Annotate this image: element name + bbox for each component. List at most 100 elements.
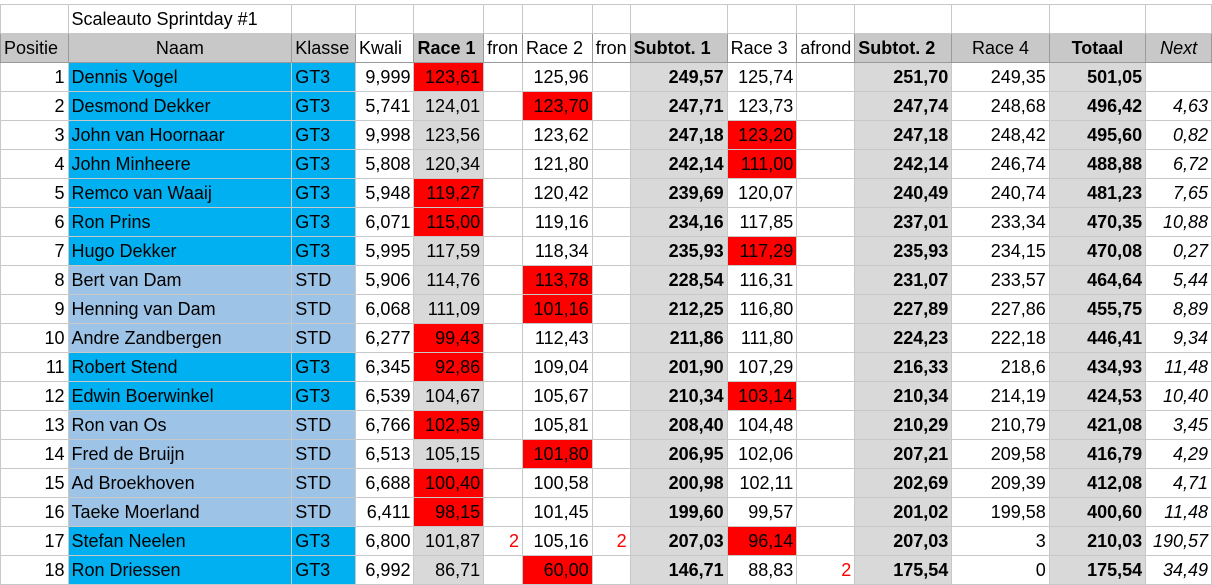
header-naam[interactable]: Naam (67, 33, 293, 63)
cell-subtot-1[interactable]: 211,86 (629, 323, 728, 353)
cell-positie[interactable]: 13 (0, 410, 69, 440)
cell-kwali[interactable]: 6,539 (354, 381, 415, 411)
cell-race-4[interactable]: 218,6 (951, 352, 1050, 382)
cell-race-4[interactable]: 227,86 (951, 294, 1050, 324)
cell-afronding-2[interactable] (591, 555, 631, 585)
cell-positie[interactable]: 3 (0, 120, 69, 150)
cell-subtot-2[interactable]: 227,89 (854, 294, 953, 324)
cell-next[interactable]: 4,63 (1145, 91, 1212, 121)
cell-race-1[interactable]: 123,56 (413, 120, 485, 150)
cell-positie[interactable]: 10 (0, 323, 69, 353)
cell-race-1[interactable]: 92,86 (413, 352, 485, 382)
cell-race-2[interactable]: 101,16 (522, 294, 593, 324)
cell-afronding-3[interactable] (796, 410, 856, 440)
header-totaal[interactable]: Totaal (1048, 33, 1147, 63)
cell-subtot-1[interactable]: 235,93 (629, 236, 728, 266)
header-next[interactable]: Next (1145, 33, 1212, 63)
cell-kwali[interactable]: 9,998 (354, 120, 415, 150)
cell-klasse[interactable]: STD (291, 410, 356, 440)
cell-totaal[interactable]: 412,08 (1048, 468, 1147, 498)
cell-race-3[interactable]: 123,73 (726, 91, 798, 121)
cell-race-3[interactable]: 103,14 (726, 381, 798, 411)
cell-afronding-1[interactable] (483, 410, 524, 440)
cell-subtot-2[interactable]: 216,33 (854, 352, 953, 382)
cell-race-4[interactable]: 233,34 (951, 207, 1050, 237)
cell-race-2[interactable]: 123,62 (522, 120, 593, 150)
cell-klasse[interactable]: GT3 (291, 555, 356, 585)
cell-race-2[interactable]: 101,80 (522, 439, 593, 469)
cell-naam[interactable]: Hugo Dekker (67, 236, 293, 266)
cell-race-1[interactable]: 119,27 (413, 178, 485, 208)
cell-klasse[interactable]: GT3 (291, 178, 356, 208)
cell-positie[interactable]: 1 (0, 62, 69, 92)
cell-next[interactable]: 0,82 (1145, 120, 1212, 150)
cell-race-2[interactable]: 105,16 (522, 526, 593, 556)
cell-totaal[interactable]: 496,42 (1048, 91, 1147, 121)
cell-next[interactable]: 0,27 (1145, 236, 1212, 266)
cell-next[interactable]: 6,72 (1145, 149, 1212, 179)
cell-kwali[interactable]: 6,992 (354, 555, 415, 585)
cell-klasse[interactable]: GT3 (291, 91, 356, 121)
cell-kwali[interactable]: 6,345 (354, 352, 415, 382)
cell-race-4[interactable]: 234,15 (951, 236, 1050, 266)
header-race-3[interactable]: Race 3 (726, 33, 798, 63)
cell-afronding-3[interactable] (796, 526, 856, 556)
cell-positie[interactable]: 17 (0, 526, 69, 556)
cell-next[interactable] (1145, 62, 1212, 92)
cell-afronding-3[interactable] (796, 91, 856, 121)
cell-race-4[interactable]: 222,18 (951, 323, 1050, 353)
cell-race-1[interactable]: 124,01 (413, 91, 485, 121)
cell-afronding-2[interactable] (591, 323, 631, 353)
cell-totaal[interactable]: 421,08 (1048, 410, 1147, 440)
cell-afronding-2[interactable] (591, 207, 631, 237)
cell-race-3[interactable]: 96,14 (726, 526, 798, 556)
cell-totaal[interactable]: 434,93 (1048, 352, 1147, 382)
header-afronding-1[interactable]: fron (483, 33, 524, 63)
cell[interactable] (0, 4, 69, 34)
cell-totaal[interactable]: 416,79 (1048, 439, 1147, 469)
cell-positie[interactable]: 15 (0, 468, 69, 498)
cell-subtot-1[interactable]: 228,54 (629, 265, 728, 295)
cell-totaal[interactable]: 446,41 (1048, 323, 1147, 353)
cell-naam[interactable]: John Minheere (67, 149, 293, 179)
cell-kwali[interactable]: 5,808 (354, 149, 415, 179)
cell-naam[interactable]: Taeke Moerland (67, 497, 293, 527)
cell-race-1[interactable]: 99,43 (413, 323, 485, 353)
cell-subtot-1[interactable]: 210,34 (629, 381, 728, 411)
cell-afronding-1[interactable] (483, 555, 524, 585)
cell-subtot-1[interactable]: 146,71 (629, 555, 728, 585)
cell-subtot-1[interactable]: 201,90 (629, 352, 728, 382)
cell-klasse[interactable]: GT3 (291, 149, 356, 179)
cell-subtot-2[interactable]: 201,02 (854, 497, 953, 527)
cell-kwali[interactable]: 6,068 (354, 294, 415, 324)
cell-race-4[interactable]: 248,68 (951, 91, 1050, 121)
cell-race-3[interactable]: 125,74 (726, 62, 798, 92)
cell-kwali[interactable]: 5,948 (354, 178, 415, 208)
header-positie[interactable]: Positie (0, 33, 69, 63)
cell-subtot-1[interactable]: 239,69 (629, 178, 728, 208)
cell-positie[interactable]: 6 (0, 207, 69, 237)
cell-naam[interactable]: Ad Broekhoven (67, 468, 293, 498)
cell-race-1[interactable]: 114,76 (413, 265, 485, 295)
cell-afronding-2[interactable] (591, 120, 631, 150)
cell-next[interactable]: 8,89 (1145, 294, 1212, 324)
header-race-1[interactable]: Race 1 (413, 33, 485, 63)
cell-positie[interactable]: 16 (0, 497, 69, 527)
cell-afronding-2[interactable] (591, 91, 631, 121)
cell-naam[interactable]: Remco van Waaij (67, 178, 293, 208)
header-subtot-2[interactable]: Subtot. 2 (854, 33, 953, 63)
cell-afronding-1[interactable] (483, 236, 524, 266)
cell-klasse[interactable]: STD (291, 265, 356, 295)
cell-subtot-2[interactable]: 210,29 (854, 410, 953, 440)
cell-kwali[interactable]: 6,800 (354, 526, 415, 556)
cell-kwali[interactable]: 5,906 (354, 265, 415, 295)
cell-race-2[interactable]: 109,04 (522, 352, 593, 382)
cell-race-2[interactable]: 113,78 (522, 265, 593, 295)
cell-race-1[interactable]: 98,15 (413, 497, 485, 527)
cell-race-2[interactable]: 118,34 (522, 236, 593, 266)
cell-totaal[interactable]: 455,75 (1048, 294, 1147, 324)
cell-totaal[interactable]: 400,60 (1048, 497, 1147, 527)
cell-totaal[interactable]: 488,88 (1048, 149, 1147, 179)
cell-afronding-2[interactable] (591, 62, 631, 92)
sheet-title[interactable]: Scaleauto Sprintday #1 (67, 4, 293, 34)
